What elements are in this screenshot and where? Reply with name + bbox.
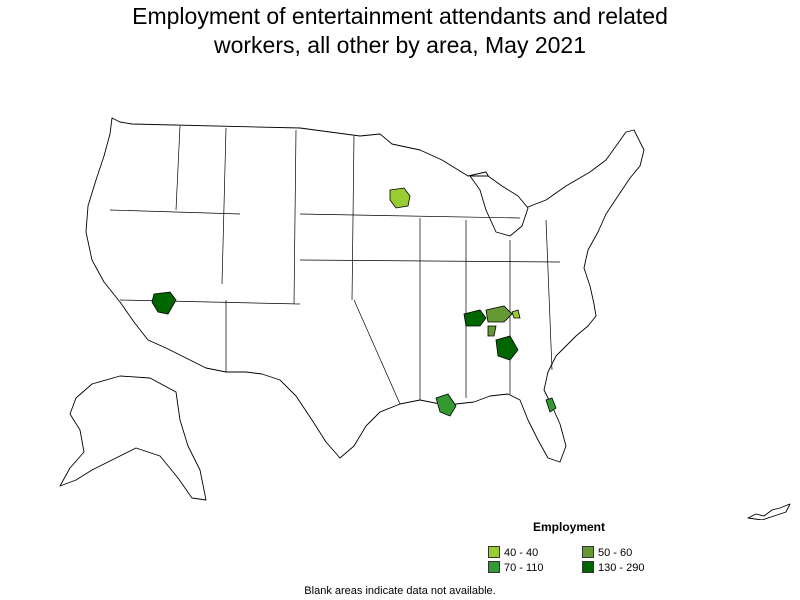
legend-swatch (582, 546, 594, 558)
area-tennessee-south (487, 325, 497, 337)
area-las-vegas (151, 291, 177, 315)
legend-swatch (582, 561, 594, 573)
map-title-line2: workers, all other by area, May 2021 (213, 32, 586, 58)
area-florida (545, 397, 557, 413)
us-area-map (59, 117, 791, 520)
area-new-orleans (435, 393, 457, 417)
legend-item-70-110: 70 - 110 (488, 561, 544, 575)
map-title: Employment of entertainment attendants a… (0, 2, 800, 60)
area-atlanta (495, 335, 519, 361)
legend-swatch (488, 561, 500, 573)
blank-areas-note: Blank areas indicate data not available. (304, 585, 496, 597)
hawaii-outline (747, 503, 791, 520)
michigan-outline (469, 175, 529, 237)
area-minneapolis (389, 187, 411, 209)
area-tennessee-east (485, 305, 513, 323)
legend-item-130-290: 130 - 290 (582, 561, 644, 575)
alaska-outline (59, 375, 207, 501)
area-knoxville (511, 309, 521, 319)
legend-title: Employment (533, 520, 606, 534)
legend-swatch (488, 546, 500, 558)
area-tennessee-west (463, 309, 487, 327)
legend-item-40-40: 40 - 40 (488, 546, 538, 560)
map-title-line1: Employment of entertainment attendants a… (132, 3, 668, 29)
legend-item-50-60: 50 - 60 (582, 546, 632, 560)
